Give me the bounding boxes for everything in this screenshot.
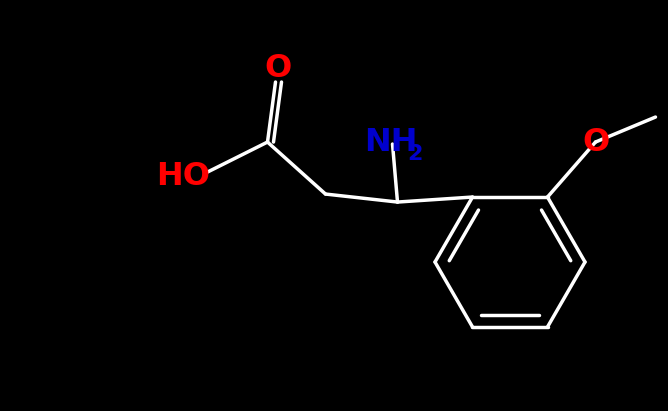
Text: HO: HO — [156, 161, 210, 192]
Text: 2: 2 — [407, 144, 422, 164]
Text: O: O — [582, 127, 609, 157]
Text: O: O — [265, 53, 292, 83]
Text: NH: NH — [364, 127, 418, 157]
